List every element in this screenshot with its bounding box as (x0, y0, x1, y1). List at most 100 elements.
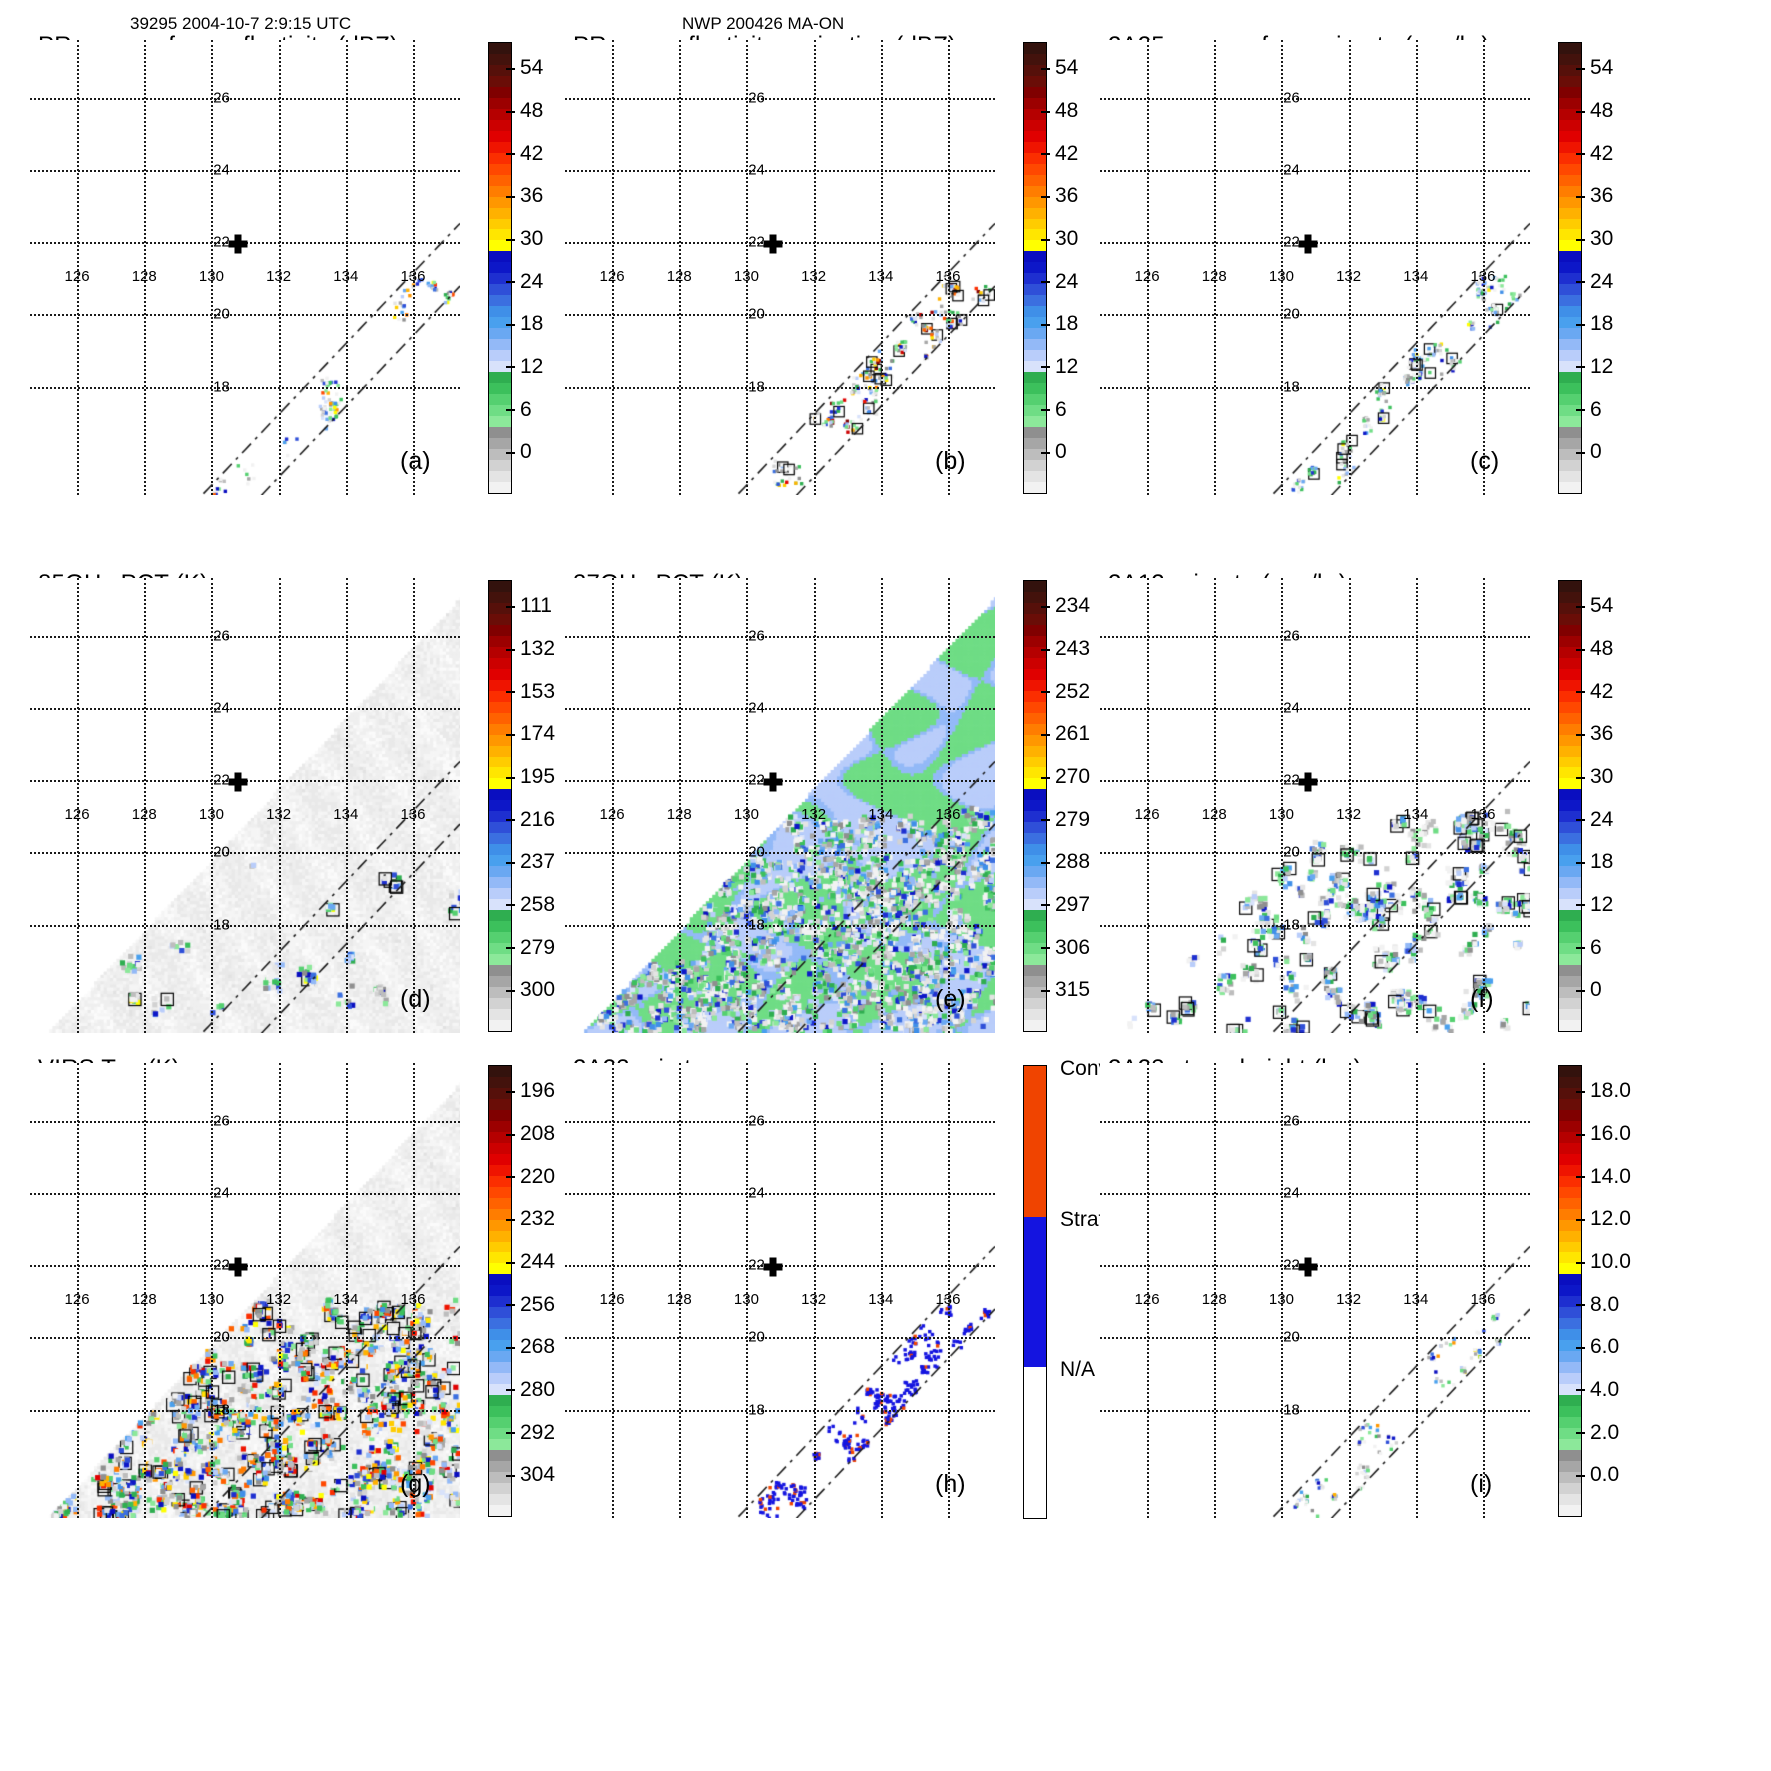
lat-tick-label: 24 (748, 161, 765, 179)
colorbar-rain-types (1023, 1065, 1047, 1519)
lon-tick-label: 134 (868, 805, 894, 823)
lon-tick-label: 134 (333, 805, 359, 823)
lat-tick-label: 18 (748, 916, 765, 934)
colorbar-tick-label: 6 (506, 398, 532, 422)
lon-tick-label: 134 (868, 1290, 894, 1308)
colorbar-segment (1024, 756, 1046, 768)
colorbar-tick-label: 6 (1576, 398, 1602, 422)
colorbar-segment (1559, 459, 1581, 471)
lon-tick-label: 132 (1336, 805, 1362, 823)
colorbar-segment (1559, 1351, 1581, 1363)
colorbar-tick-label: 0 (1576, 978, 1602, 1002)
lon-tick-label: 134 (1403, 805, 1429, 823)
colorbar-tick-label: 42 (1576, 142, 1613, 166)
gridline-lat (1100, 924, 1530, 927)
map-area-e[interactable]: 126 128 130 132 134 136 18 20 22 24 26 (565, 578, 995, 1033)
colorbar-segment (1559, 679, 1581, 691)
colorbar-segment (1024, 734, 1046, 746)
colorbar-segment (489, 1066, 511, 1077)
colorbar-segment (489, 975, 511, 987)
colorbar-segment (1559, 470, 1581, 482)
colorbar-segment (489, 207, 511, 219)
colorbar-segment (1559, 899, 1581, 911)
colorbar-segment (1559, 350, 1581, 362)
colorbar-segment (1559, 1076, 1581, 1088)
colorbar-tick-label: 12 (1041, 355, 1078, 379)
gridline-lon (345, 578, 348, 1033)
colorbar-segment (489, 833, 511, 845)
gridline-lon (77, 1063, 80, 1518)
colorbar-segment (489, 657, 511, 669)
colorbar-segment (1559, 262, 1581, 274)
colorbar-segment (489, 1318, 511, 1330)
gridline-lon (1214, 40, 1217, 495)
gridline-lat (30, 386, 460, 389)
lon-tick-label: 126 (1134, 805, 1160, 823)
colorbar-segment (1559, 1219, 1581, 1231)
lon-tick-label: 128 (1201, 1290, 1227, 1308)
colorbar-tick-label: 252 (1041, 680, 1090, 704)
map-area-c[interactable]: 126 128 130 132 134 136 18 20 22 24 26 (1100, 40, 1530, 495)
gridline-lon (345, 40, 348, 495)
colorbar-segment (1024, 481, 1046, 493)
lat-tick-label: 18 (1283, 378, 1300, 396)
colorbar-segment (1024, 866, 1046, 878)
colorbar-segment (1559, 1340, 1581, 1352)
colorbar-segment (1559, 1208, 1581, 1220)
lon-tick-label: 130 (198, 1290, 224, 1308)
gridline-lon (679, 40, 682, 495)
colorbar-segment (1024, 811, 1046, 823)
map-area-f[interactable]: 126 128 130 132 134 136 18 20 22 24 26 (1100, 578, 1530, 1033)
lon-tick-label: 130 (733, 805, 759, 823)
gridline-lon (746, 1063, 749, 1518)
data-layer-f (1100, 578, 1530, 1033)
colorbar-segment (489, 86, 511, 98)
map-area-i[interactable]: 126 128 130 132 134 136 18 20 22 24 26 (1100, 1063, 1530, 1518)
colorbar-tick-label: 0 (1576, 440, 1602, 464)
colorbar-segment (489, 734, 511, 746)
colorbar-segment (1559, 1362, 1581, 1374)
colorbar-tick-label: 54 (506, 56, 543, 80)
colorbar-tick-label: 258 (506, 893, 555, 917)
colorbar-segment (489, 317, 511, 329)
colorbar-segment (489, 1449, 511, 1461)
colorbar-segment (489, 745, 511, 757)
colorbar-tick-label: 8.0 (1576, 1293, 1619, 1317)
colorbar-segment (1024, 646, 1046, 658)
colorbar-tick-label: 48 (1576, 637, 1613, 661)
colorbar-segment (1559, 317, 1581, 329)
colorbar-segment (489, 130, 511, 142)
lat-tick-label: 24 (1283, 699, 1300, 717)
colorbar-tick-label: 18 (1576, 850, 1613, 874)
map-area-g[interactable]: 126 128 130 132 134 136 18 20 22 24 26 (30, 1063, 460, 1518)
map-area-a[interactable]: 126 128 130 132 134 136 18 20 22 24 26 (30, 40, 460, 495)
colorbar-segment (1559, 844, 1581, 856)
storm-center-marker (1298, 772, 1318, 792)
colorbar-segment (1559, 975, 1581, 987)
colorbar-tick-label: 12 (1576, 355, 1613, 379)
gridline-lon (679, 1063, 682, 1518)
colorbar-segment (1559, 284, 1581, 296)
lon-tick-label: 132 (1336, 267, 1362, 285)
colorbar-segment (1559, 394, 1581, 405)
map-area-b[interactable]: 126 128 130 132 134 136 18 20 22 24 26 (565, 40, 995, 495)
gridline-lat (30, 852, 460, 855)
colorbar-segment (1024, 229, 1046, 241)
gridline-lat (30, 170, 460, 172)
colorbar-segment (1559, 690, 1581, 702)
gridline-lon (211, 1063, 214, 1518)
lon-tick-label: 130 (198, 805, 224, 823)
colorbar-segment (1559, 97, 1581, 109)
colorbar-segment (1559, 152, 1581, 164)
colorbar-segment (1559, 415, 1581, 427)
gridline-lat (565, 97, 995, 100)
colorbar-segment (1024, 997, 1046, 1009)
colorbar-segment (1559, 1153, 1581, 1165)
gridline-lat (1100, 1120, 1530, 1123)
gridline-lon (345, 1063, 348, 1518)
gridline-lat (1100, 708, 1530, 710)
map-area-h[interactable]: 126 128 130 132 134 136 18 20 22 24 26 (565, 1063, 995, 1518)
map-area-d[interactable]: 126 128 130 132 134 136 18 20 22 24 26 (30, 578, 460, 1033)
colorbar-tick-label: 292 (506, 1421, 555, 1445)
lat-tick-label: 20 (1283, 843, 1300, 861)
